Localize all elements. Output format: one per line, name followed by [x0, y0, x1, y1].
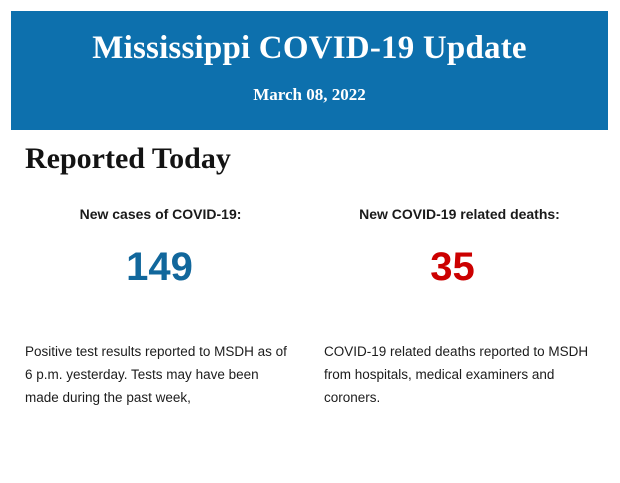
note-new-cases: Positive test results reported to MSDH a…	[11, 340, 310, 409]
page-title: Mississippi COVID-19 Update	[92, 30, 527, 66]
report-date: March 08, 2022	[253, 85, 366, 104]
note-new-deaths-text: COVID-19 related deaths reported to MSDH…	[324, 344, 589, 405]
note-new-deaths: COVID-19 related deaths reported to MSDH…	[310, 340, 609, 409]
notes-row: Positive test results reported to MSDH a…	[11, 340, 609, 409]
stats-row: New cases of COVID-19: 149 New COVID-19 …	[11, 205, 609, 315]
stat-new-cases-value: 149	[126, 245, 193, 289]
note-new-cases-text: Positive test results reported to MSDH a…	[25, 344, 287, 405]
stat-new-deaths-value: 35	[430, 245, 475, 289]
stat-new-deaths: New COVID-19 related deaths: 35	[310, 205, 609, 315]
stat-new-cases-label: New cases of COVID-19:	[79, 206, 242, 222]
stat-new-cases: New cases of COVID-19: 149	[11, 205, 310, 315]
section-heading-reported-today: Reported Today	[25, 142, 231, 175]
header-banner: Mississippi COVID-19 Update March 08, 20…	[11, 11, 608, 130]
stat-new-deaths-label: New COVID-19 related deaths:	[359, 206, 560, 222]
